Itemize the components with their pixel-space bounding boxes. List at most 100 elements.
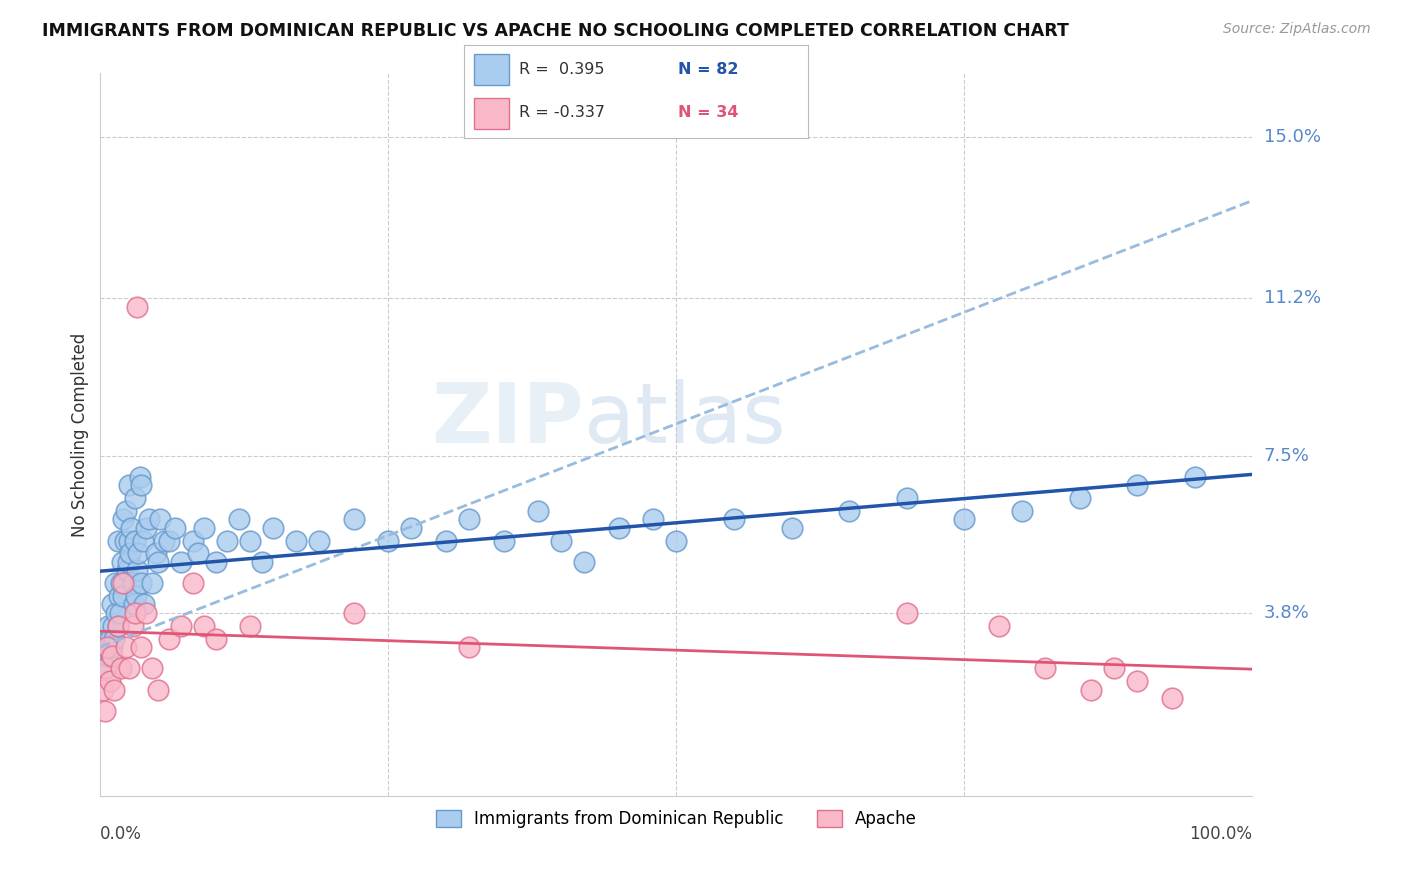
Point <box>114 504 136 518</box>
Point <box>239 533 262 548</box>
Point <box>262 521 284 535</box>
Point <box>1080 682 1102 697</box>
Point <box>159 533 181 548</box>
Point <box>308 533 330 548</box>
Point <box>103 632 125 646</box>
Text: 11.2%: 11.2% <box>1264 289 1320 308</box>
Point <box>94 661 117 675</box>
Point <box>107 619 129 633</box>
Point <box>118 478 141 492</box>
Point <box>145 546 167 560</box>
Text: 7.5%: 7.5% <box>1264 447 1309 465</box>
Point <box>159 632 181 646</box>
Point <box>1102 661 1125 675</box>
Point <box>112 589 135 603</box>
Point <box>181 576 204 591</box>
Point <box>228 512 250 526</box>
Point <box>643 512 665 526</box>
Text: 15.0%: 15.0% <box>1264 128 1320 145</box>
Legend: Immigrants from Dominican Republic, Apache: Immigrants from Dominican Republic, Apac… <box>429 803 924 835</box>
Point <box>896 606 918 620</box>
Point <box>129 576 152 591</box>
Point <box>458 512 481 526</box>
Text: IMMIGRANTS FROM DOMINICAN REPUBLIC VS APACHE NO SCHOOLING COMPLETED CORRELATION : IMMIGRANTS FROM DOMINICAN REPUBLIC VS AP… <box>42 22 1069 40</box>
Point <box>117 555 139 569</box>
Point <box>118 661 141 675</box>
Point <box>204 632 226 646</box>
Point <box>124 491 146 506</box>
Point <box>343 606 366 620</box>
Text: 0.0%: 0.0% <box>100 825 142 843</box>
Point <box>114 640 136 654</box>
Point <box>125 589 148 603</box>
Point <box>101 648 124 663</box>
Point <box>94 704 117 718</box>
Point <box>124 533 146 548</box>
Point <box>1011 504 1033 518</box>
Point <box>112 512 135 526</box>
Point <box>343 512 366 526</box>
Point <box>1069 491 1091 506</box>
Point <box>401 521 423 535</box>
Point <box>114 533 136 548</box>
Point <box>101 598 124 612</box>
Bar <box>474 54 509 85</box>
Point <box>110 661 132 675</box>
Text: R = -0.337: R = -0.337 <box>519 105 605 120</box>
Point <box>107 589 129 603</box>
Point <box>108 606 131 620</box>
Point <box>93 640 115 654</box>
Text: Source: ZipAtlas.com: Source: ZipAtlas.com <box>1223 22 1371 37</box>
Point <box>96 640 118 654</box>
Point <box>115 564 138 578</box>
Point <box>146 555 169 569</box>
Text: N = 34: N = 34 <box>678 105 738 120</box>
Point <box>129 640 152 654</box>
Point <box>121 619 143 633</box>
Point <box>127 564 149 578</box>
Point <box>988 619 1011 633</box>
Text: R =  0.395: R = 0.395 <box>519 62 605 78</box>
Point <box>97 619 120 633</box>
Point <box>492 533 515 548</box>
Point <box>107 533 129 548</box>
Point <box>122 598 145 612</box>
Point <box>141 576 163 591</box>
Point <box>285 533 308 548</box>
Point <box>170 619 193 633</box>
Point <box>193 619 215 633</box>
Point <box>1126 673 1149 688</box>
Point <box>120 546 142 560</box>
Point <box>170 555 193 569</box>
Point <box>91 682 114 697</box>
Point <box>128 470 150 484</box>
Point <box>132 533 155 548</box>
Point <box>152 533 174 548</box>
Point <box>104 576 127 591</box>
Point <box>193 521 215 535</box>
Point <box>377 533 399 548</box>
Point <box>127 300 149 314</box>
Point <box>896 491 918 506</box>
Point <box>665 533 688 548</box>
Point <box>111 555 134 569</box>
Point <box>135 521 157 535</box>
Point <box>101 640 124 654</box>
Point <box>527 504 550 518</box>
Point <box>1184 470 1206 484</box>
Point <box>103 682 125 697</box>
Point <box>204 555 226 569</box>
Point <box>250 555 273 569</box>
Bar <box>474 98 509 129</box>
Point <box>94 661 117 675</box>
Point <box>127 546 149 560</box>
Point <box>101 619 124 633</box>
Point <box>141 661 163 675</box>
Point <box>120 521 142 535</box>
Point <box>953 512 976 526</box>
Point <box>138 512 160 526</box>
Text: 3.8%: 3.8% <box>1264 604 1309 622</box>
Point <box>434 533 457 548</box>
Point <box>723 512 745 526</box>
Point <box>129 478 152 492</box>
